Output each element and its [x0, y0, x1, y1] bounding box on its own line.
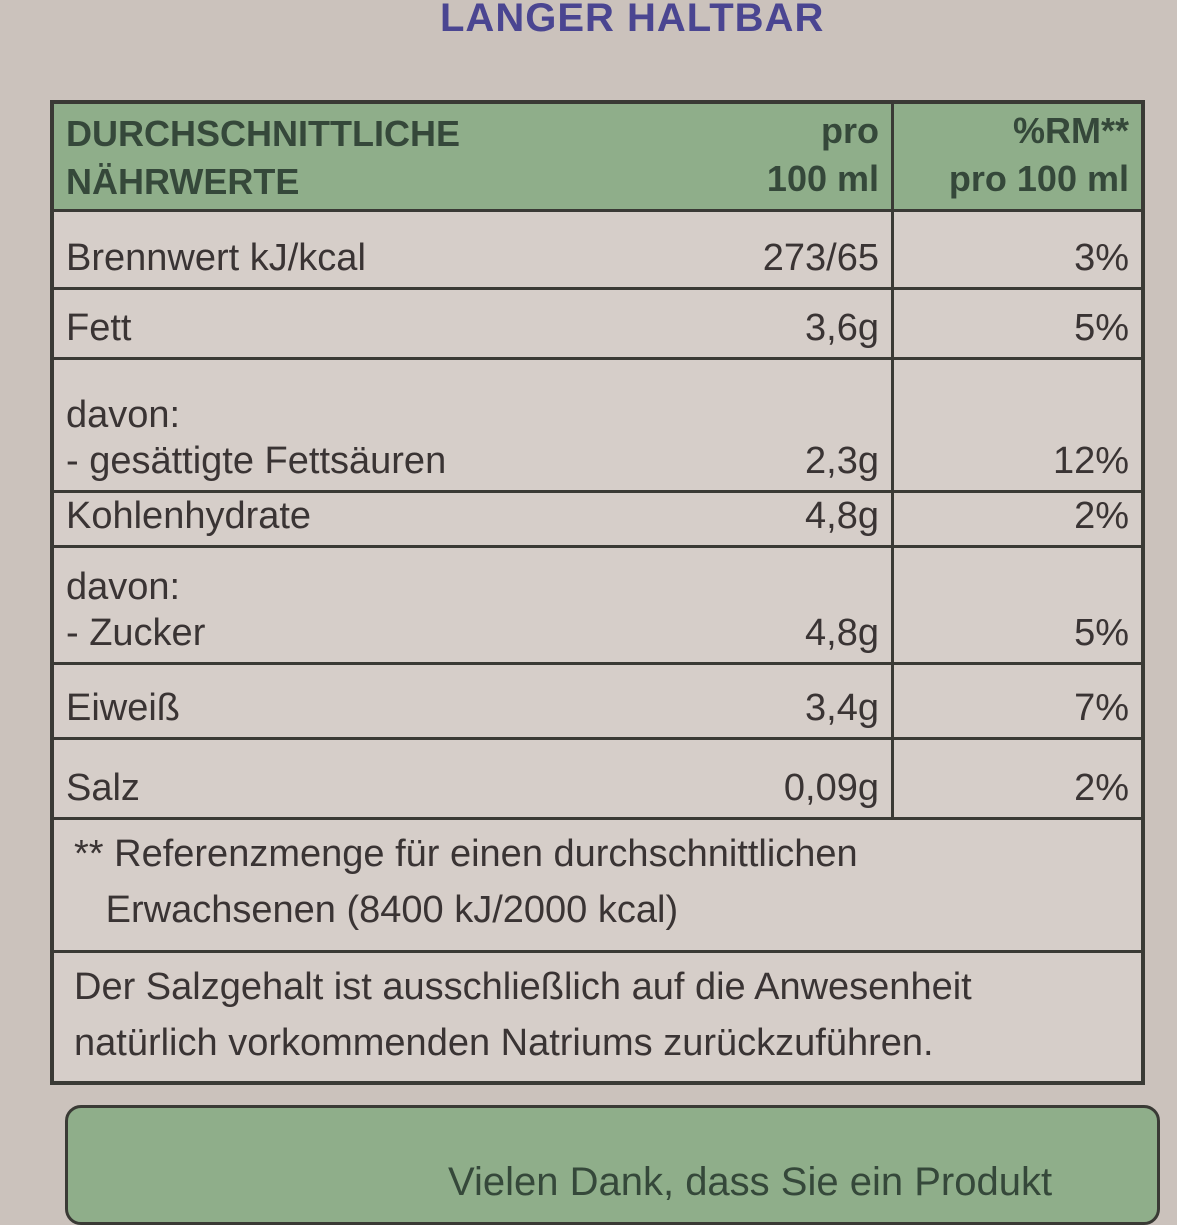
row-value: 3,4g: [754, 665, 894, 740]
row-label: davon: - gesättigte Fettsäuren: [54, 360, 754, 493]
row-label: davon: - Zucker: [54, 548, 754, 665]
row-value: 2,3g: [754, 360, 894, 493]
row-value: 0,09g: [754, 740, 894, 820]
row-rm: 7%: [894, 665, 1141, 740]
footer-box: Vielen Dank, dass Sie ein Produkt: [65, 1105, 1160, 1225]
header-cell: DURCHSCHNITTLICHE NÄHRWERTE: [54, 104, 754, 212]
footer-text: Vielen Dank, dass Sie ein Produkt: [448, 1160, 1053, 1204]
row-label: Eiweiß: [54, 665, 754, 740]
row-value: 4,8g: [754, 548, 894, 665]
row-rm: 5%: [894, 548, 1141, 665]
page: LANGER HALTBAR DURCHSCHNITTLICHE NÄHRWER…: [50, 0, 1160, 1225]
footnote: ** Referenzmenge für einen durchschnittl…: [54, 820, 1141, 953]
row-rm: 5%: [894, 290, 1141, 360]
row-label: Kohlenhydrate: [54, 493, 754, 548]
row-label: Fett: [54, 290, 754, 360]
row-label: Brennwert kJ/kcal: [54, 212, 754, 290]
row-rm: 3%: [894, 212, 1141, 290]
row-rm: 2%: [894, 493, 1141, 548]
nutrition-table: DURCHSCHNITTLICHE NÄHRWERTE pro 100 ml %RM…: [50, 100, 1145, 1085]
row-label: Salz: [54, 740, 754, 820]
row-rm: 2%: [894, 740, 1141, 820]
header-cell: %RM** pro 100 ml: [894, 104, 1141, 212]
row-rm: 12%: [894, 360, 1141, 493]
package-title: LANGER HALTBAR: [440, 0, 825, 40]
row-value: 4,8g: [754, 493, 894, 548]
header-cell: pro 100 ml: [754, 104, 894, 212]
row-value: 3,6g: [754, 290, 894, 360]
row-value: 273/65: [754, 212, 894, 290]
footnote: Der Salzgehalt ist ausschließlich auf di…: [74, 966, 972, 1064]
